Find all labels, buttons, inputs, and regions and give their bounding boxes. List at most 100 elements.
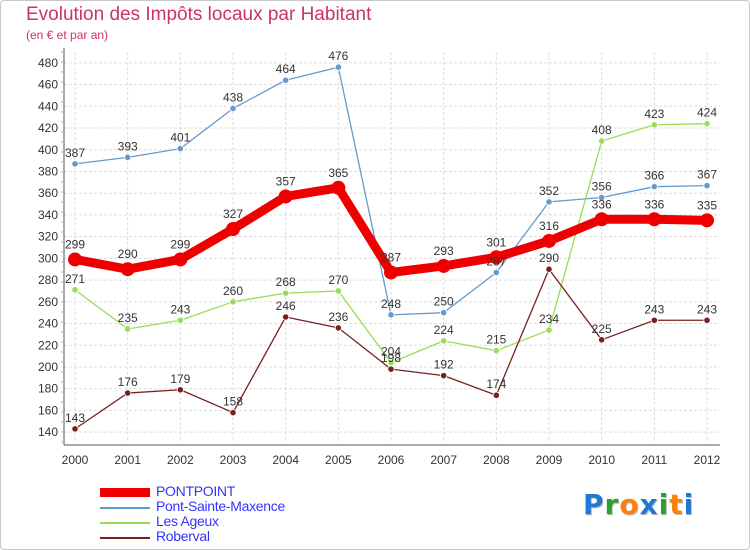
data-label: 174: [486, 377, 506, 391]
data-point: [440, 309, 448, 317]
data-point: [278, 189, 293, 204]
data-label: 356: [592, 180, 612, 194]
chart-subtitle: (en € et par an): [26, 28, 109, 42]
data-label: 260: [223, 284, 243, 298]
data-label: 271: [65, 272, 85, 286]
data-label: 365: [328, 166, 348, 180]
logo-letter: i: [683, 488, 695, 521]
data-label: 424: [697, 106, 717, 120]
data-point: [436, 258, 451, 273]
data-label: 287: [486, 254, 506, 268]
proxiti-logo: Proxiti: [583, 488, 694, 521]
legend-label: Pont-Sainte-Maxence: [156, 498, 285, 514]
data-label: 243: [697, 302, 717, 316]
data-point: [282, 289, 290, 297]
x-tick-label: 2008: [483, 453, 510, 467]
data-point: [489, 250, 504, 265]
data-point: [387, 365, 395, 373]
data-point: [229, 408, 237, 417]
x-tick-label: 2000: [62, 453, 89, 467]
y-tick-label: 220: [38, 338, 58, 352]
legend-item-roberval: Roberval: [100, 528, 380, 545]
data-label: 268: [276, 275, 296, 289]
legend-label: PONTPOINT: [156, 483, 235, 499]
data-label: 158: [223, 395, 243, 409]
y-tick-label: 380: [38, 164, 58, 178]
y-tick-label: 300: [38, 251, 58, 265]
data-point: [545, 198, 553, 206]
x-tick-label: 2002: [167, 453, 194, 467]
data-label: 352: [539, 184, 559, 198]
data-label: 464: [276, 62, 296, 76]
data-point: [71, 286, 79, 294]
data-point: [124, 325, 132, 333]
x-tick-label: 2006: [378, 453, 405, 467]
x-tick-label: 2009: [536, 453, 563, 467]
x-tick-label: 2012: [694, 453, 721, 467]
data-point: [282, 313, 290, 321]
x-tick-label: 2001: [114, 453, 141, 467]
data-point: [384, 265, 398, 280]
data-point: [71, 425, 79, 433]
x-tick-label: 2003: [220, 453, 247, 467]
data-label: 143: [65, 411, 85, 425]
y-tick-label: 440: [38, 99, 58, 113]
data-label: 299: [170, 237, 190, 251]
data-label: 179: [170, 372, 190, 386]
data-point: [598, 137, 606, 145]
legend-swatch: [100, 507, 150, 509]
data-label: 176: [118, 375, 138, 389]
x-tick-label: 2005: [325, 453, 352, 467]
data-labels: 387 393 401 438 464 476 248 250 287 352 356 366 367 2…: [65, 49, 717, 425]
y-axis-ticks: 140 160 180 200 220 240 260 280 300 320 340 360 380 4…: [38, 56, 58, 439]
y-tick-label: 180: [38, 382, 58, 396]
data-point: [598, 193, 606, 202]
data-label: 476: [328, 49, 348, 63]
data-label: 293: [434, 244, 454, 258]
series-roberval: [71, 265, 711, 433]
data-point: [703, 181, 711, 190]
y-tick-label: 240: [38, 317, 58, 331]
legend-swatch: [100, 522, 150, 524]
logo-letter: x: [639, 488, 659, 521]
data-point: [331, 180, 346, 195]
data-point: [176, 386, 184, 394]
logo-letter: P: [583, 488, 605, 521]
data-label: 243: [170, 302, 190, 316]
data-point: [124, 389, 132, 397]
data-point: [282, 76, 290, 84]
x-tick-label: 2007: [430, 453, 457, 467]
data-point: [703, 120, 711, 128]
data-label: 192: [434, 358, 454, 372]
series-pontpoint: [68, 180, 714, 280]
y-tick-label: 360: [38, 186, 58, 200]
data-point: [492, 391, 500, 399]
data-label: 335: [697, 198, 717, 212]
axes: [61, 48, 720, 446]
legend-swatch: [100, 537, 150, 539]
data-label: 301: [486, 235, 506, 249]
data-label: 234: [539, 312, 559, 326]
data-point: [440, 372, 448, 380]
data-label: 248: [381, 297, 401, 311]
data-label: 250: [434, 295, 454, 309]
data-label: 299: [65, 237, 85, 251]
y-tick-label: 160: [38, 403, 58, 417]
data-label: 327: [223, 207, 243, 221]
data-point: [545, 326, 553, 334]
grid-lines: [64, 52, 720, 443]
data-point: [650, 183, 658, 191]
data-label: 393: [118, 139, 138, 153]
series-pont-sainte-maxence: [71, 63, 711, 319]
data-label: 401: [170, 131, 190, 145]
y-tick-label: 260: [38, 295, 58, 309]
x-tick-label: 2004: [272, 453, 299, 467]
data-point: [71, 160, 79, 168]
data-label: 270: [328, 273, 348, 287]
chart-title: Evolution des Impôts locaux par Habitant: [26, 4, 372, 25]
data-point: [120, 262, 135, 277]
data-label: 408: [592, 123, 612, 137]
data-label: 316: [539, 219, 559, 233]
data-label: 336: [592, 197, 612, 211]
y-tick-label: 420: [38, 121, 58, 135]
